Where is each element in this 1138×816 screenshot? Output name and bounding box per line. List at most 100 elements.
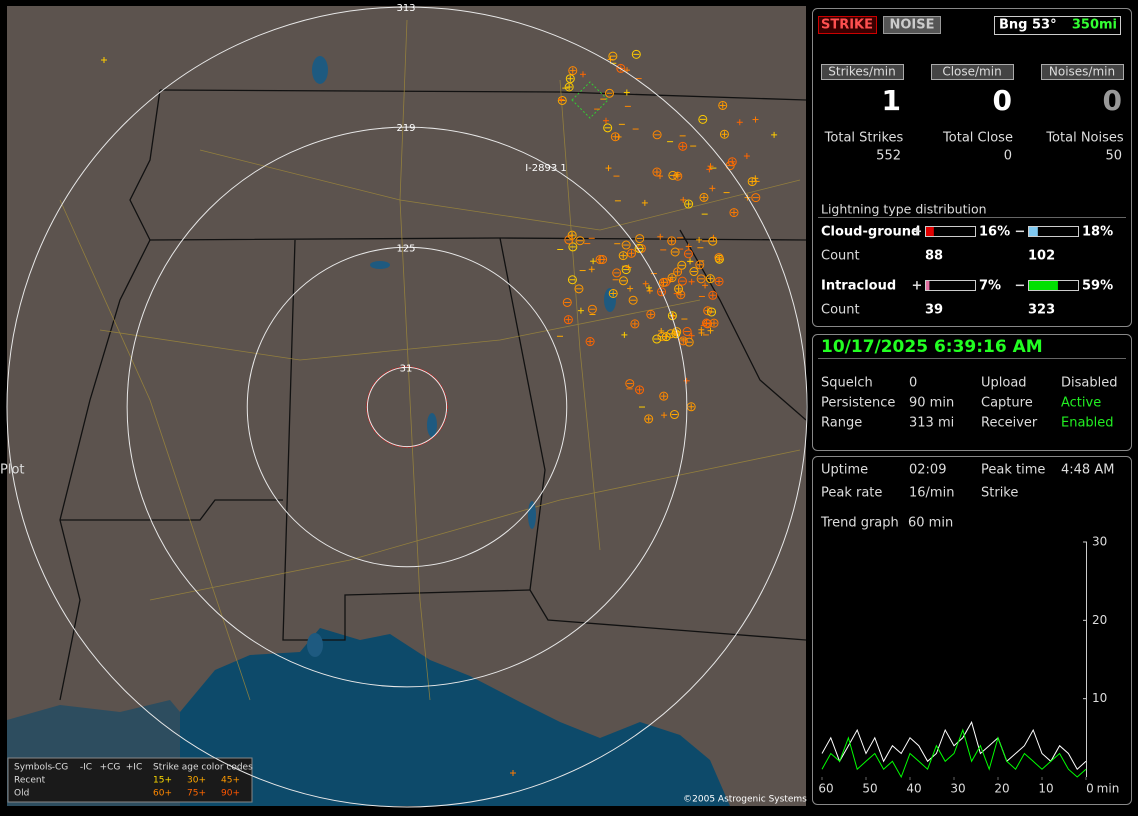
setting: Persistence xyxy=(821,396,895,411)
symbol-ring xyxy=(673,267,683,277)
symbol-ring xyxy=(626,248,636,258)
symbol-ring xyxy=(625,379,635,389)
legend-age: 75+ xyxy=(187,789,206,799)
symbol-ring xyxy=(696,274,706,284)
stat: Strike xyxy=(981,486,1018,501)
setting: Upload xyxy=(981,376,1027,391)
x-tick-label: 50 xyxy=(862,782,877,796)
rate-value: 0 xyxy=(993,84,1012,117)
symbol-ring xyxy=(630,319,640,329)
legend-title: Symbols xyxy=(14,763,53,773)
rate-value: 0 xyxy=(1103,84,1122,117)
x-tick-label: 40 xyxy=(906,782,921,796)
sign: − xyxy=(1015,279,1026,294)
symbol-ring xyxy=(667,273,677,283)
setting: Active xyxy=(1061,396,1101,411)
symbol-ring xyxy=(616,63,626,73)
symbol-ring xyxy=(568,66,578,76)
count-label: Count xyxy=(821,303,860,318)
symbol-ring xyxy=(619,276,629,286)
symbol-ring xyxy=(635,385,645,395)
sign: + xyxy=(912,225,923,240)
stat: 4:48 AM xyxy=(1061,463,1114,478)
symbol-ring xyxy=(652,130,662,140)
legend-column: +IC xyxy=(126,763,142,773)
symbol-ring xyxy=(682,327,692,337)
symbol-ring xyxy=(644,414,654,424)
symbol-ring xyxy=(652,167,662,177)
symbol-ring xyxy=(703,319,713,329)
rate-label: Close/min xyxy=(942,65,1001,79)
symbol-ring xyxy=(608,51,618,61)
datetime: 10/17/2025 6:39:16 AM xyxy=(821,337,1043,357)
legend-age: 90+ xyxy=(221,789,240,799)
percent: 16% xyxy=(979,225,1010,240)
symbol-ring xyxy=(668,170,678,180)
trend-label: Trend graph xyxy=(820,516,899,531)
bar xyxy=(926,281,930,290)
symbol-ring xyxy=(565,74,575,84)
symbol-ring xyxy=(751,193,761,203)
copyright: ©2005 Astrogenic Systems xyxy=(683,795,807,805)
symbol-ring xyxy=(659,391,669,401)
trend-span: 60 min xyxy=(908,516,953,531)
total-value: 0 xyxy=(1004,149,1012,164)
strike-symbols xyxy=(55,49,778,798)
stat: Plot xyxy=(0,463,25,478)
bar-track xyxy=(925,280,976,291)
symbol-ring xyxy=(608,288,618,298)
noise-button[interactable] xyxy=(883,16,941,34)
setting: Squelch xyxy=(821,376,873,391)
symbol-ring xyxy=(610,132,620,142)
bar xyxy=(926,227,934,236)
bar xyxy=(1029,227,1038,236)
symbol-ring xyxy=(646,309,656,319)
range-ring xyxy=(6,6,808,808)
sign: − xyxy=(1015,225,1026,240)
stat: Peak time xyxy=(981,463,1045,478)
percent: 7% xyxy=(979,279,1001,294)
symbol-ring xyxy=(631,49,641,59)
range-label: 313 xyxy=(396,3,415,14)
symbol-ring xyxy=(707,307,717,317)
strike-button[interactable] xyxy=(818,16,877,34)
symbol-ring xyxy=(670,247,680,257)
symbol-ring xyxy=(628,295,638,305)
symbol-ring xyxy=(695,260,705,270)
status-panel xyxy=(812,8,1132,327)
setting: Enabled xyxy=(1061,416,1114,431)
total-label: Total Strikes xyxy=(824,131,904,146)
range-ring xyxy=(246,246,568,568)
distribution-title: Lightning type distribution xyxy=(821,202,987,217)
trend-line xyxy=(821,728,1087,779)
range-ring xyxy=(126,126,688,688)
count: 39 xyxy=(925,303,943,318)
rate-box xyxy=(931,64,1014,80)
settings-panel xyxy=(812,334,1132,451)
bearing: Bng 53° xyxy=(999,18,1057,33)
symbol-ring xyxy=(703,306,713,316)
percent: 59% xyxy=(1082,279,1113,294)
rate-box xyxy=(1041,64,1124,80)
x-tick-label: 60 xyxy=(818,782,833,796)
symbol-ring xyxy=(604,88,614,98)
x-axis-label: min xyxy=(1097,782,1120,796)
symbol-ring xyxy=(676,290,686,300)
bar xyxy=(1029,281,1058,290)
setting: Capture xyxy=(981,396,1033,411)
legend-age: 45+ xyxy=(221,776,240,786)
stats-panel xyxy=(812,456,1132,805)
setting: 90 min xyxy=(909,396,954,411)
legend-box xyxy=(7,757,253,803)
range-label: 125 xyxy=(396,243,415,254)
symbol-ring xyxy=(708,236,718,246)
range-label: 219 xyxy=(396,123,415,134)
x-tick-label: 0 xyxy=(1086,782,1094,796)
symbol-ring xyxy=(562,297,572,307)
symbol-ring xyxy=(701,318,711,328)
legend-age: 15+ xyxy=(153,776,172,786)
symbol-ring xyxy=(718,100,728,110)
x-tick-label: 20 xyxy=(994,782,1009,796)
